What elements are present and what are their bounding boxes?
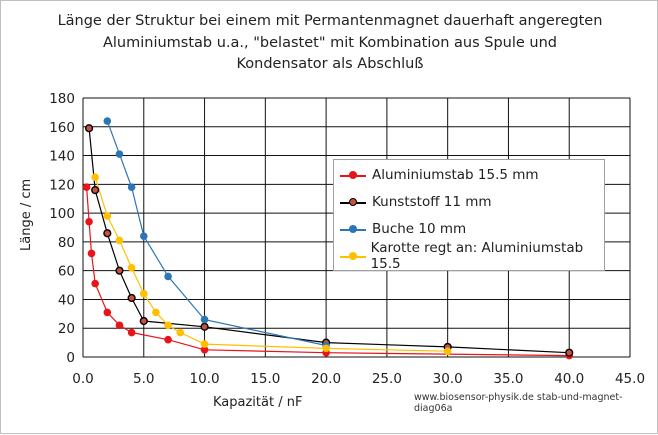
x-tick-label: 35.0 [493, 371, 523, 387]
series-2-point [103, 229, 112, 238]
y-tick-label: 160 [49, 120, 75, 136]
series-4-point [91, 173, 99, 181]
y-axis-label: Länge / cm [19, 178, 34, 251]
y-tick-label: 100 [49, 206, 75, 222]
series-3-point [115, 150, 124, 158]
x-tick-label: 5.0 [133, 371, 154, 387]
legend-item-buche: Buche 10 mm [340, 219, 466, 239]
x-axis-label: Kapazität / nF [213, 395, 303, 410]
series-2-point [127, 293, 136, 303]
legend-swatch-aluminium [340, 169, 366, 181]
series-4-point [139, 289, 148, 298]
series-4-point [164, 321, 172, 330]
series-1-point [164, 335, 172, 344]
legend-item-karotte: Karotte regt an: Aluminiumstab 15.5 [340, 240, 604, 272]
legend: Aluminiumstab 15.5 mm Kunststoff 11 mm B… [333, 159, 605, 272]
series-3-point [103, 117, 112, 125]
series-1-point [200, 346, 209, 354]
series-4-point [152, 308, 160, 317]
series-3-point [164, 272, 172, 281]
series-4-point [443, 347, 452, 356]
legend-item-kunststoff: Kunststoff 11 mm [340, 192, 492, 212]
x-tick-label: 0.0 [72, 371, 93, 387]
series-1-point [115, 321, 124, 330]
series-3-point [127, 183, 136, 192]
series-1-point [91, 279, 99, 288]
x-tick-label: 20.0 [311, 371, 341, 387]
chart-title-line-2: Aluminiumstab u.a., "belastet" mit Kombi… [102, 35, 557, 51]
x-tick-label: 25.0 [372, 371, 402, 387]
y-tick-label: 40 [58, 292, 75, 308]
y-tick-label: 140 [49, 149, 75, 165]
series-2-point [84, 124, 94, 133]
y-tick-label: 120 [49, 177, 75, 193]
series-2-point [115, 266, 124, 275]
series-1-point [87, 249, 96, 258]
series-1-point [127, 328, 136, 337]
series-line-2 [88, 128, 570, 354]
series-3-point [139, 232, 148, 240]
series-4-point [115, 236, 124, 245]
legend-label-buche: Buche 10 mm [372, 221, 467, 237]
series-2-point [139, 316, 148, 326]
y-tick-label: 0 [66, 350, 75, 366]
legend-item-aluminium: Aluminiumstab 15.5 mm [340, 165, 539, 185]
series-2-point [200, 322, 209, 331]
legend-swatch-kunststoff [340, 196, 366, 208]
series-1-point [85, 217, 93, 226]
series-4-point [176, 328, 185, 337]
chart-title-line-3: Kondensator als Abschluß [236, 56, 424, 72]
series-1-point [103, 308, 112, 317]
legend-label-kunststoff: Kunststoff 11 mm [372, 194, 492, 210]
series-1-point [82, 183, 91, 192]
x-tick-label: 30.0 [433, 371, 463, 387]
watermark-text: www.biosensor-physik.de stab-und-magnet-… [414, 392, 623, 414]
y-tick-label: 180 [49, 91, 75, 107]
series-2-point [91, 185, 100, 195]
legend-label-aluminium: Aluminiumstab 15.5 mm [372, 167, 539, 183]
x-tick-label: 45.0 [615, 371, 645, 387]
series-4-point [200, 340, 209, 348]
series-2-point [565, 348, 574, 357]
x-tick-label: 40.0 [554, 371, 584, 387]
y-tick-label: 60 [58, 264, 75, 280]
y-tick-label: 20 [58, 321, 75, 337]
legend-swatch-karotte [340, 250, 366, 262]
series-4-point [103, 212, 112, 220]
series-4-point [127, 263, 136, 272]
x-tick-label: 15.0 [250, 371, 280, 387]
x-tick-label: 10.0 [190, 371, 220, 387]
y-tick-label: 80 [58, 235, 75, 251]
chart-title-line-1: Länge der Struktur bei einem mit Permant… [57, 13, 603, 29]
legend-label-karotte: Karotte regt an: Aluminiumstab 15.5 [370, 240, 584, 272]
legend-swatch-buche [340, 223, 366, 235]
series-3-point [200, 315, 209, 324]
series-4-point [322, 344, 330, 353]
